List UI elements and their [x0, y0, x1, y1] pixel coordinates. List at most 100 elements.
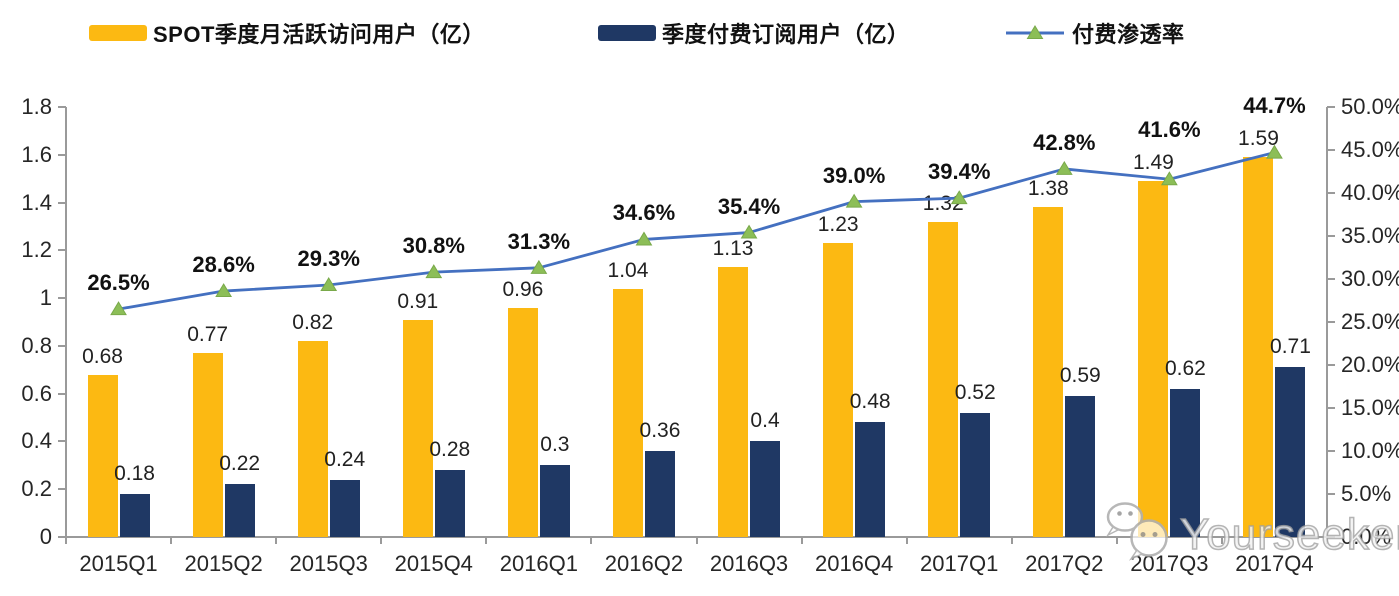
- y-axis-left-label: 0.8: [21, 332, 52, 358]
- subscriber-bar: [119, 494, 150, 537]
- y-axis-left-label: 1.4: [21, 189, 52, 215]
- subscriber-bar: [750, 441, 781, 537]
- wechat-icon: [1105, 502, 1168, 561]
- mau-bar: [612, 288, 643, 537]
- y-axis-right-label: 25.0%: [1341, 309, 1399, 334]
- penetration-point-label: 31.3%: [507, 228, 571, 254]
- y-axis-right-label: 20.0%: [1341, 352, 1399, 377]
- y-axis-right-label: 30.0%: [1341, 266, 1399, 291]
- legend-label-subscribers: 季度付费订阅用户（亿）: [662, 22, 910, 47]
- y-axis-left-tick: [58, 488, 66, 491]
- penetration-point-label: 28.6%: [192, 252, 255, 278]
- y-axis-right-tick: [1327, 278, 1335, 280]
- penetration-point-label: 42.8%: [1033, 129, 1096, 155]
- penetration-point-label: 39.4%: [928, 159, 991, 185]
- mau-bar: [192, 353, 223, 537]
- y-axis-right-label: 35.0%: [1341, 223, 1399, 248]
- y-axis-left-tick: [58, 201, 66, 204]
- x-axis-tick: [1220, 537, 1223, 544]
- mau-bar-label: 1.13: [712, 237, 754, 261]
- subscriber-bar: [539, 465, 570, 537]
- subscriber-bar-label: 0.18: [114, 462, 155, 485]
- y-axis-right-label: 5.0%: [1341, 481, 1392, 506]
- mau-bar-label: 0.91: [397, 289, 439, 313]
- subscriber-bar-label: 0.3: [540, 433, 570, 457]
- y-axis-left-tick: [58, 344, 66, 347]
- x-axis-label: 2017Q1: [920, 551, 999, 576]
- y-axis-right-tick: [1327, 235, 1335, 237]
- y-axis-left-label: 1.8: [21, 94, 52, 119]
- x-axis-tick: [485, 537, 488, 544]
- y-axis-left-tick: [58, 392, 66, 395]
- mau-bar-label: 1.38: [1027, 177, 1069, 201]
- penetration-point-label: 34.6%: [612, 200, 676, 226]
- x-axis-label: 2016Q4: [814, 551, 894, 576]
- penetration-point-label: 26.5%: [87, 270, 150, 296]
- mau-bar: [1243, 157, 1274, 537]
- mau-bar-label: 1.23: [817, 213, 859, 237]
- y-axis-right-tick: [1327, 493, 1335, 495]
- subscriber-bar: [434, 470, 465, 537]
- mau-swatch-icon: [89, 25, 147, 41]
- y-axis-left-label: 1.6: [21, 141, 52, 167]
- legend-item-penetration: 付费渗透率: [1006, 18, 1185, 48]
- legend-item-mau: SPOT季度月活跃访问用户（亿）: [89, 18, 485, 48]
- y-axis-left-tick: [58, 440, 66, 443]
- subscriber-bar-label: 0.4: [750, 409, 780, 433]
- penetration-point-marker: [845, 193, 863, 208]
- penetration-point-marker: [530, 259, 548, 274]
- y-axis-right-tick: [1327, 106, 1335, 108]
- penetration-point-marker: [215, 283, 233, 298]
- subscriber-bar: [1065, 396, 1096, 537]
- subscriber-bar: [224, 484, 255, 537]
- mau-bar-label: 0.96: [502, 277, 544, 301]
- x-axis-tick: [65, 537, 67, 544]
- x-axis-label: 2016Q3: [709, 551, 789, 576]
- subscriber-bar-label: 0.24: [324, 447, 366, 471]
- y-axis-right-label: 0.0%: [1341, 524, 1392, 549]
- subscriber-bar: [644, 451, 675, 537]
- y-axis-right-tick: [1327, 536, 1335, 538]
- mau-bar: [402, 319, 433, 537]
- penetration-point-label: 44.7%: [1243, 92, 1306, 118]
- y-axis-left-label: 0.2: [21, 476, 52, 502]
- x-axis-tick: [590, 537, 593, 544]
- x-axis-label: 2017Q4: [1235, 551, 1314, 576]
- penetration-point-label: 41.6%: [1138, 117, 1201, 143]
- y-axis-left-label: 0: [39, 524, 52, 549]
- y-axis-right-label: 40.0%: [1341, 180, 1399, 205]
- x-axis-label: 2017Q2: [1025, 551, 1104, 576]
- y-axis-right-tick: [1327, 450, 1335, 452]
- x-axis-label: 2015Q1: [79, 551, 158, 576]
- mau-bar-label: 1.32: [922, 191, 964, 215]
- subscribers-swatch-icon: [598, 25, 656, 41]
- y-axis-left-label: 1.2: [21, 237, 52, 263]
- subscriber-bar: [329, 479, 360, 537]
- x-axis-label: 2016Q2: [604, 551, 684, 576]
- penetration-point-marker: [320, 277, 338, 292]
- y-axis-left-tick: [58, 106, 66, 108]
- mau-bar-label: 1.59: [1238, 127, 1279, 151]
- y-axis-left-tick: [58, 297, 66, 300]
- x-axis-tick: [380, 537, 383, 544]
- mau-bar: [1033, 207, 1064, 537]
- y-axis-left-label: 1: [39, 285, 52, 311]
- x-axis-tick: [695, 537, 698, 544]
- x-axis-tick: [1115, 537, 1118, 544]
- subscriber-bar-label: 0.59: [1059, 364, 1101, 388]
- y-axis-left-label: 0.4: [21, 428, 52, 454]
- y-axis-right-label: 10.0%: [1341, 438, 1399, 463]
- penetration-point-marker: [1055, 160, 1073, 175]
- x-axis-tick: [1326, 537, 1328, 544]
- y-axis-left-tick: [58, 153, 66, 156]
- mau-bar: [718, 267, 749, 537]
- penetration-point-label: 39.0%: [822, 162, 886, 188]
- y-axis-right-tick: [1327, 364, 1335, 366]
- y-axis-right-tick: [1327, 321, 1335, 323]
- mau-bar: [823, 243, 854, 537]
- subscriber-bar-label: 0.62: [1164, 356, 1206, 380]
- subscriber-bar: [1275, 367, 1306, 537]
- x-axis-label: 2015Q4: [394, 551, 473, 576]
- penetration-point-marker: [110, 301, 127, 316]
